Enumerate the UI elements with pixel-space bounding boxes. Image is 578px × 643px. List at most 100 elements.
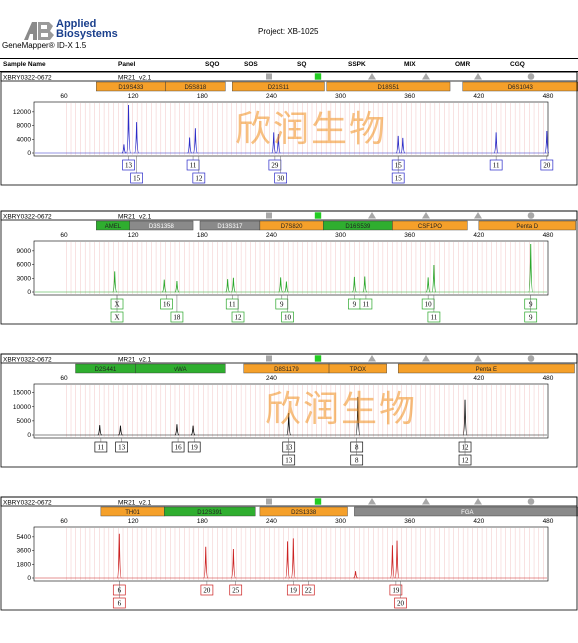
allele-box[interactable] bbox=[112, 597, 126, 609]
allele-box[interactable] bbox=[200, 584, 214, 596]
col-sq[interactable]: SQ bbox=[297, 61, 307, 68]
y-tick-label: 12000 bbox=[13, 109, 31, 116]
trace-peak bbox=[203, 546, 209, 579]
plot-area bbox=[33, 101, 549, 157]
allele-box[interactable] bbox=[192, 172, 206, 184]
allele-box[interactable] bbox=[286, 584, 300, 596]
marker-label: D18S51 bbox=[378, 85, 400, 91]
trace-peak bbox=[394, 540, 400, 579]
allele-call: 9 bbox=[353, 301, 357, 309]
allele-box[interactable] bbox=[391, 172, 405, 184]
trace-peak bbox=[118, 425, 123, 436]
sample-name[interactable]: XBRY0322-0672 bbox=[3, 499, 52, 506]
y-tick-label: 10000 bbox=[13, 404, 31, 411]
marker-bar[interactable] bbox=[328, 363, 387, 374]
panel-frame bbox=[0, 210, 578, 325]
marker-bar[interactable] bbox=[354, 506, 578, 517]
x-tick-label: 360 bbox=[404, 93, 415, 100]
trace-peak bbox=[231, 277, 236, 293]
x-tick-label: 120 bbox=[128, 232, 139, 239]
x-tick-label: 420 bbox=[473, 375, 484, 382]
x-tick-label: 60 bbox=[60, 518, 68, 525]
x-tick-label: 300 bbox=[335, 518, 346, 525]
allele-box[interactable] bbox=[394, 597, 407, 609]
marker-bar[interactable] bbox=[129, 220, 194, 231]
x-tick-label: 420 bbox=[473, 518, 484, 525]
trace-peak bbox=[112, 271, 118, 293]
marker-label: Penta E bbox=[476, 367, 497, 373]
allele-box[interactable] bbox=[301, 584, 315, 596]
y-tick-label: 5400 bbox=[17, 534, 32, 541]
allele-call: 20 bbox=[543, 162, 551, 170]
col-cgq[interactable]: CGQ bbox=[510, 61, 525, 68]
marker-bar[interactable] bbox=[478, 220, 576, 231]
allele-box[interactable] bbox=[229, 584, 243, 596]
allele-box[interactable] bbox=[160, 298, 173, 310]
allele-box[interactable] bbox=[427, 311, 441, 323]
sample-name[interactable]: XBRY0322-0672 bbox=[3, 213, 52, 220]
allele-box[interactable] bbox=[274, 172, 287, 184]
trace-peak bbox=[121, 144, 127, 154]
marker-bar[interactable] bbox=[397, 363, 575, 374]
col-omr[interactable]: OMR bbox=[455, 61, 471, 68]
col-sqo[interactable]: SQO bbox=[205, 61, 220, 68]
marker-bar[interactable] bbox=[232, 81, 325, 92]
allele-box[interactable] bbox=[231, 311, 245, 323]
allele-box[interactable] bbox=[350, 454, 364, 466]
y-tick-label: 0 bbox=[27, 289, 31, 296]
trace-peak bbox=[352, 276, 357, 293]
trace-peak bbox=[544, 131, 550, 154]
col-panel[interactable]: Panel bbox=[118, 61, 136, 68]
marker-bar[interactable] bbox=[165, 81, 226, 92]
marker-label: D6S1043 bbox=[508, 85, 534, 91]
trace-peak bbox=[284, 281, 289, 293]
watermark-middle: 欣润生物 bbox=[265, 389, 418, 430]
x-tick-label: 240 bbox=[266, 518, 277, 525]
flag-sq-pass-icon bbox=[314, 212, 322, 219]
trace-peak bbox=[528, 243, 534, 293]
marker-bar[interactable] bbox=[164, 506, 256, 517]
allele-box[interactable] bbox=[458, 454, 472, 466]
marker-label: D2S441 bbox=[95, 367, 117, 373]
allele-call: 12 bbox=[462, 457, 470, 465]
allele-box[interactable] bbox=[389, 584, 403, 596]
allele-box[interactable] bbox=[282, 454, 296, 466]
allele-box[interactable] bbox=[524, 311, 538, 323]
allele-box[interactable] bbox=[94, 441, 108, 453]
marker-bar[interactable] bbox=[326, 81, 451, 92]
allele-box[interactable] bbox=[359, 298, 373, 310]
marker-bar[interactable] bbox=[135, 363, 226, 374]
trace-peak bbox=[174, 281, 180, 293]
x-tick-label: 360 bbox=[404, 232, 415, 239]
trace-peak bbox=[187, 137, 192, 154]
allele-box[interactable] bbox=[115, 441, 128, 453]
brand-name: Applied Biosystems bbox=[56, 19, 118, 40]
allele-box[interactable] bbox=[170, 311, 184, 323]
allele-box[interactable] bbox=[540, 159, 554, 171]
flag-triangle-icon bbox=[368, 355, 376, 362]
sample-name[interactable]: XBRY0322-0672 bbox=[3, 356, 52, 363]
column-header-row: Sample Name Panel SQO SOS SQ SSPK MIX OM… bbox=[0, 58, 578, 72]
marker-label: TPOX bbox=[350, 367, 366, 373]
trace-peak bbox=[400, 137, 406, 154]
allele-box[interactable] bbox=[122, 159, 135, 171]
col-sspk[interactable]: SSPK bbox=[348, 61, 366, 68]
trace-peak bbox=[431, 265, 437, 293]
col-sos[interactable]: SOS bbox=[244, 61, 258, 68]
marker-bar[interactable] bbox=[259, 506, 348, 517]
allele-box[interactable] bbox=[110, 311, 124, 323]
allele-box[interactable] bbox=[187, 441, 201, 453]
trace-peak bbox=[389, 545, 395, 579]
sample-row bbox=[0, 210, 578, 221]
allele-box[interactable] bbox=[171, 441, 185, 453]
allele-box[interactable] bbox=[130, 172, 143, 184]
marker-bar[interactable] bbox=[392, 220, 468, 231]
allele-call: 11 bbox=[98, 444, 105, 452]
allele-box[interactable] bbox=[281, 311, 294, 323]
trace-peak bbox=[286, 412, 292, 436]
sample-name[interactable]: XBRY0322-0672 bbox=[3, 74, 52, 81]
col-mix[interactable]: MIX bbox=[404, 61, 416, 68]
sample-row bbox=[0, 71, 578, 82]
col-sample-name[interactable]: Sample Name bbox=[3, 61, 46, 68]
allele-box[interactable] bbox=[489, 159, 503, 171]
